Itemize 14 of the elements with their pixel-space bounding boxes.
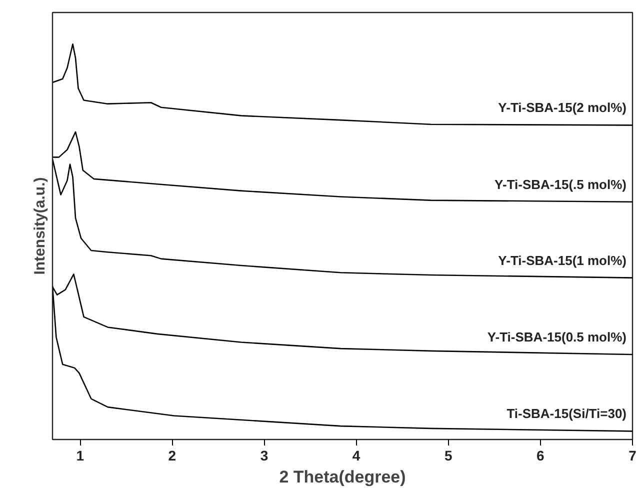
x-tick-label: 1 <box>76 448 84 464</box>
series-label: Y-Ti-SBA-15(2 mol%) <box>498 100 627 116</box>
x-tick-label: 3 <box>260 448 268 464</box>
series-label: Ti-SBA-15(Si/Ti=30) <box>506 406 627 422</box>
series-label: Y-Ti-SBA-15(.5 mol%) <box>494 176 627 192</box>
x-tick-label: 4 <box>352 448 360 464</box>
series-label: Y-Ti-SBA-15(0.5 mol%) <box>487 329 627 344</box>
x-tick-label: 5 <box>444 448 452 464</box>
x-tick-label: 6 <box>536 448 545 464</box>
x-axis-title: 2 Theta(degree) <box>279 468 406 486</box>
y-axis-title: Intensity(a.u.) <box>32 177 48 275</box>
x-tick-label: 7 <box>628 448 637 464</box>
series-label: Y-Ti-SBA-15(1 mol%) <box>498 252 627 268</box>
x-tick-label: 2 <box>168 448 176 464</box>
